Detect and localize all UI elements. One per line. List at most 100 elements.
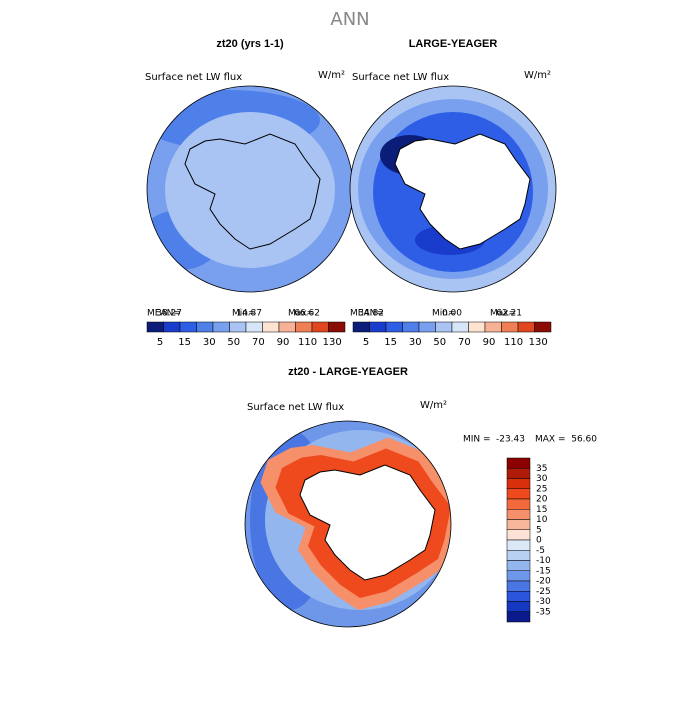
- map: [245, 421, 451, 627]
- colorbar-label: 5: [536, 525, 542, 535]
- colorbar-label: 20: [536, 495, 548, 505]
- colorbar-label: 90: [277, 337, 290, 348]
- colorbar-label: -10: [536, 556, 551, 566]
- colorbar-box: [179, 321, 197, 333]
- colorbar-box: [451, 321, 469, 333]
- stat-text: 38.27: [156, 309, 182, 319]
- colorbar-box: [506, 591, 531, 602]
- colorbar-label: 50: [227, 337, 240, 348]
- colorbar-box: [506, 550, 531, 561]
- colorbar-box: [506, 478, 531, 489]
- variable-label: Surface net LW flux: [145, 72, 242, 83]
- stat-text: Max=: [288, 309, 314, 319]
- colorbar-box: [468, 321, 486, 333]
- colorbar-box: [506, 580, 531, 592]
- colorbar-label: 30: [536, 474, 548, 484]
- stat-text: MEAN=: [147, 309, 181, 319]
- stat-text: Min=: [232, 309, 256, 319]
- colorbar-box: [311, 321, 329, 333]
- colorbar-label: 110: [298, 337, 317, 348]
- colorbar-label: 110: [504, 337, 523, 348]
- stat-text: Max=: [490, 309, 516, 319]
- colorbar-box: [352, 321, 370, 333]
- colorbar-label: 10: [536, 515, 548, 525]
- colorbar-box: [501, 321, 519, 333]
- colorbar-label: -15: [536, 566, 551, 576]
- colorbar-label: 30: [203, 337, 216, 348]
- stat-text: 56.60: [571, 435, 597, 445]
- colorbar-label: 35: [536, 464, 547, 474]
- stat-text: -23.43: [496, 435, 525, 445]
- colorbar-box: [163, 321, 181, 333]
- colorbar-box: [402, 321, 420, 333]
- stat-text: MIN =: [463, 435, 491, 445]
- colorbar-label: -20: [536, 577, 551, 587]
- stat-text: 66.62: [294, 309, 320, 319]
- units-label: W/m²: [420, 400, 447, 411]
- stat-text: 0.00: [442, 309, 462, 319]
- stat-text: MAX =: [535, 435, 566, 445]
- colorbar-box: [146, 321, 164, 333]
- colorbar-label: 50: [433, 337, 446, 348]
- colorbar-label: 70: [458, 337, 471, 348]
- units-label: W/m²: [318, 70, 345, 81]
- colorbar-box: [506, 570, 531, 582]
- colorbar-box: [517, 321, 535, 333]
- colorbar-label: -30: [536, 597, 551, 607]
- colorbar-box: [262, 321, 280, 333]
- colorbar-label: 0: [536, 536, 542, 546]
- colorbar-box: [506, 601, 531, 612]
- colorbar-box: [245, 321, 263, 333]
- colorbar-box: [418, 321, 436, 333]
- colorbar-box: [212, 321, 230, 333]
- colorbar-box: [295, 321, 313, 333]
- colorbar-label: 5: [157, 337, 163, 348]
- colorbar-box: [229, 321, 247, 333]
- colorbar-label: -25: [536, 587, 551, 597]
- colorbar-box: [506, 509, 531, 520]
- colorbar-label: 30: [409, 337, 422, 348]
- colorbar-label: 5: [363, 337, 369, 348]
- colorbar-box: [534, 321, 552, 333]
- colorbar-box: [506, 560, 531, 571]
- colorbar-label: -35: [536, 607, 551, 617]
- stat-text: 62.21: [496, 309, 522, 319]
- colorbar-box: [506, 488, 531, 500]
- colorbar-box: [385, 321, 403, 333]
- colorbar-box: [506, 611, 531, 623]
- colorbar-label: 130: [323, 337, 342, 348]
- figure-title: ANN: [330, 9, 369, 30]
- colorbar-box: [506, 468, 531, 479]
- stat-text: Min=: [432, 309, 456, 319]
- variable-label: Surface net LW flux: [352, 72, 449, 83]
- colorbar-box: [506, 529, 531, 541]
- colorbar-box: [328, 321, 346, 333]
- panel-title: zt20 (yrs 1-1): [216, 38, 284, 50]
- stat-text: 34.82: [358, 309, 384, 319]
- map: [147, 86, 353, 292]
- map-border: [349, 85, 557, 293]
- stat-text: MEAN=: [350, 309, 384, 319]
- units-label: W/m²: [524, 70, 551, 81]
- variable-label: Surface net LW flux: [247, 402, 344, 413]
- colorbar-box: [435, 321, 453, 333]
- colorbar-label: 15: [384, 337, 397, 348]
- panel-title: LARGE-YEAGER: [409, 38, 498, 50]
- colorbar-label: 90: [483, 337, 496, 348]
- panel-title: zt20 - LARGE-YEAGER: [288, 366, 408, 378]
- colorbar-label: 70: [252, 337, 265, 348]
- colorbar-box: [506, 457, 531, 469]
- colorbar-box: [506, 519, 531, 530]
- colorbar-box: [278, 321, 296, 333]
- map: [350, 86, 556, 292]
- map-border: [244, 420, 452, 628]
- colorbar-box: [506, 498, 531, 510]
- colorbar-box: [196, 321, 214, 333]
- colorbar-label: 130: [529, 337, 548, 348]
- stat-text: 14.87: [236, 309, 262, 319]
- colorbar-label: 25: [536, 484, 547, 494]
- colorbar-label: 15: [178, 337, 191, 348]
- colorbar-box: [369, 321, 387, 333]
